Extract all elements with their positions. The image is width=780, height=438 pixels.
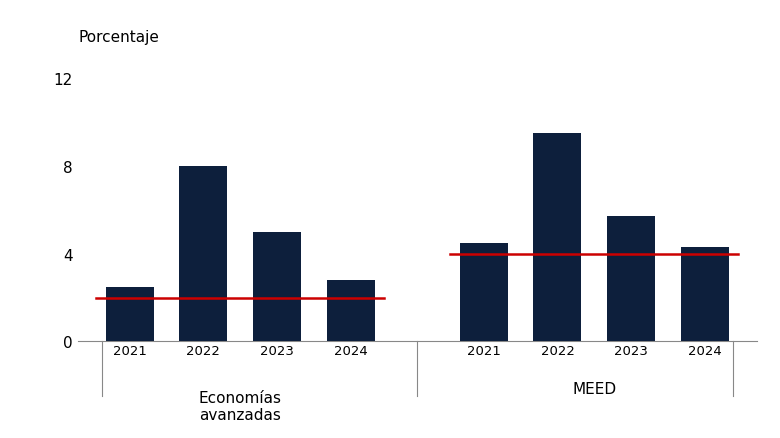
- Text: Porcentaje: Porcentaje: [78, 30, 159, 45]
- Bar: [327, 280, 375, 342]
- Bar: [681, 247, 729, 342]
- Bar: [254, 232, 301, 342]
- Bar: [608, 217, 655, 342]
- Bar: [459, 243, 508, 342]
- Bar: [179, 166, 227, 342]
- Bar: [105, 287, 154, 342]
- Bar: [534, 134, 581, 342]
- Text: MEED: MEED: [573, 381, 616, 396]
- Text: Economías
avanzadas: Economías avanzadas: [199, 390, 282, 422]
